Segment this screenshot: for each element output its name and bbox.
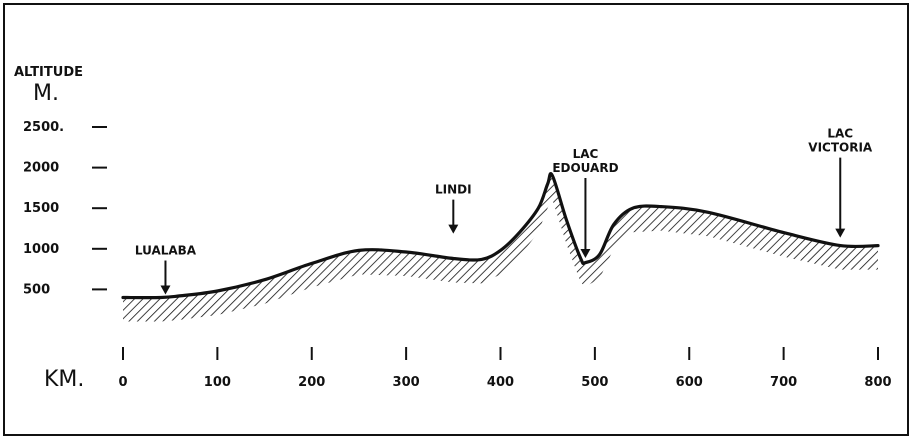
y-tick-label-2500: 2500. <box>23 120 64 135</box>
annotation-arrow-head <box>448 224 459 234</box>
x-axis-title: KM. <box>44 367 84 392</box>
x-tick-label-800: 800 <box>864 375 891 390</box>
annotation-arrow-head <box>160 285 171 295</box>
x-tick-label-100: 100 <box>204 375 231 390</box>
x-tick-label-300: 300 <box>393 375 420 390</box>
x-tick-label-700: 700 <box>770 375 797 390</box>
annotation-1: LINDI <box>435 183 472 234</box>
annotation-label: LINDI <box>435 183 472 197</box>
x-tick-label-0: 0 <box>118 375 127 390</box>
y-axis-title-line2: M. <box>33 81 59 106</box>
y-tick-label-500: 500 <box>23 282 50 297</box>
annotation-0: LUALABA <box>135 244 197 295</box>
profile-line <box>121 172 880 300</box>
y-axis-title-line1: ALTITUDE <box>14 65 83 80</box>
annotation-label: LAC <box>827 127 853 141</box>
x-tick-label-200: 200 <box>298 375 325 390</box>
annotation-label: LUALABA <box>135 244 197 258</box>
x-tick-label-400: 400 <box>487 375 514 390</box>
figure-border <box>3 3 909 436</box>
x-tick-label-500: 500 <box>581 375 608 390</box>
x-tick-label-600: 600 <box>676 375 703 390</box>
x-axis: 0 100 200 300 400 500 600 700 800 <box>118 347 892 390</box>
annotation-label: EDOUARD <box>552 161 618 175</box>
annotation-label: VICTORIA <box>808 141 873 155</box>
annotation-label: LAC <box>573 147 599 161</box>
y-tick-label-2000: 2000 <box>23 161 59 176</box>
y-tick-label-1000: 1000 <box>23 242 59 257</box>
y-axis: 500 1000 1500 2000 2500. <box>23 120 107 297</box>
y-tick-label-1500: 1500 <box>23 201 59 216</box>
elevation-profile <box>121 172 880 300</box>
annotation-arrow-head <box>835 228 846 238</box>
annotation-arrow-head <box>580 248 591 258</box>
